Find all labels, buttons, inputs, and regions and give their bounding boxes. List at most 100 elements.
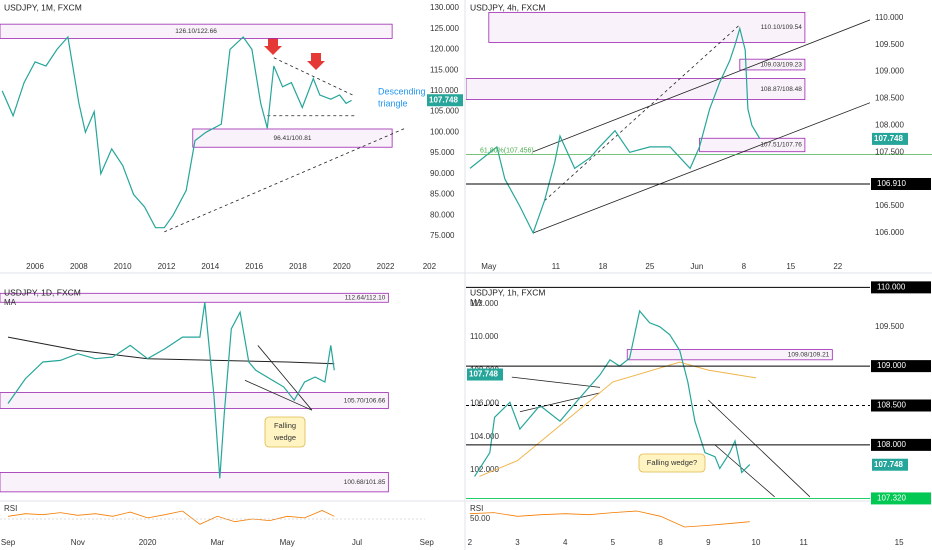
x-tick-label: 11 [552,262,561,271]
x-tick-label: Jun [690,262,703,271]
trend-line [273,57,353,96]
zone-label: 96.41/100.81 [273,135,311,142]
level-label: 108.000 [877,440,906,449]
price-line [469,26,761,235]
x-tick-label: 8 [658,538,663,547]
level-label: 106.910 [877,179,906,188]
y-tick-label: 109.500 [875,40,904,49]
price-line [479,361,757,477]
last-price-box [427,94,463,107]
annotation: Falling [274,421,296,430]
trend-line [544,24,741,201]
fib-label: 61.80%(107.456) [480,147,534,154]
zone-label: 112.64/112.10 [345,295,386,302]
arrow [264,38,282,55]
y-tick-label: 95.000 [430,148,455,157]
zone-label: 108.87/108.48 [760,86,802,93]
x-tick-label: 11 [800,538,809,547]
x-tick-label: 9 [706,538,711,547]
zone-label: 105.70/106.66 [344,397,386,404]
y-tick-label: 102.000 [470,465,499,474]
trend-line [244,379,313,411]
annotation: triangle [378,98,408,108]
x-tick-label: 2020 [333,262,351,271]
price-line [1,35,352,229]
zone [0,292,389,303]
y-tick-label: 109.000 [875,67,904,76]
zone [0,392,389,409]
trend-line [708,399,811,498]
x-tick-label: 18 [598,262,607,271]
plot-area [466,11,870,235]
x-tick-label: 8 [742,262,747,271]
rsi-tick-label: 50.00 [470,514,491,523]
x-tick-label: 15 [786,262,795,271]
trend-line [511,376,601,388]
x-tick-label: Jul [352,538,362,547]
trend-line [532,102,870,234]
arrow [307,53,325,70]
last-price: 107.748 [429,95,458,104]
ma-label: MA [4,298,17,307]
annotation: wedge [273,433,296,442]
x-tick-label: 2008 [70,262,88,271]
trend-line [257,345,313,411]
zone [192,128,393,148]
level-label: 108.500 [877,401,906,410]
y-tick-label: 108.000 [875,120,904,129]
x-tick-label: 3 [515,538,520,547]
y-tick-label: 115.000 [430,65,459,74]
x-tick-label: 4 [563,538,568,547]
panel: USDJPY, 1M, FXCM 126.10/122.66 96.41/100.8… [0,2,463,271]
level-label-box [871,438,931,451]
panel: USDJPY, 4h, FXCM 110.10/109.54 109.03/109.… [466,2,932,271]
trend-line [164,127,406,233]
x-tick-label: 2 [468,538,473,547]
y-tick-label: 80.000 [430,210,455,219]
last-price-box [872,458,908,471]
x-tick-label: 2006 [26,262,44,271]
y-tick-label: 125.000 [430,24,459,33]
panel-title: USDJPY, 1M, FXCM [4,2,82,12]
y-tick-label: 106.000 [470,399,499,408]
y-tick-label: 108.500 [875,94,904,103]
plot-area [0,292,389,493]
level-label-box [871,360,931,373]
x-tick-label: 25 [645,262,654,271]
zone-label: 109.08/109.21 [788,351,830,358]
y-tick-label: 85.000 [430,190,455,199]
x-tick-label: 2022 [377,262,395,271]
x-tick-label: 22 [833,262,842,271]
last-price: 107.748 [469,370,498,379]
last-price: 107.748 [874,134,903,143]
panel: USDJPY, 1D, FXCM 112.64/112.10 105.70/106.… [0,287,503,547]
x-tick-label: 15 [895,538,904,547]
x-tick-label: Sep [1,538,16,547]
panel: USDJPY, 1h, FXCM 109.08/109.21 110.000 109.… [466,281,931,547]
y-tick-label: 130.000 [430,3,459,12]
x-tick-label: 10 [752,538,761,547]
level-label-box [871,399,931,412]
x-tick-label: 202 [423,262,437,271]
level-label-box [871,177,931,190]
rsi-label: RSI [470,504,483,513]
zone [626,349,833,361]
x-tick-label: 2010 [114,262,132,271]
x-tick-label: Sep [420,538,435,547]
x-tick-label: 2014 [201,262,219,271]
zone [466,78,806,100]
zone [488,11,806,43]
last-price-box [872,132,908,145]
ma-label: MA [470,298,483,307]
zone [739,58,806,71]
x-tick-label: 2012 [158,262,176,271]
plot-area [0,23,406,233]
trend-line [532,19,870,153]
x-tick-label: May [280,538,295,547]
x-tick-label: Mar [210,538,224,547]
level-label: 109.000 [877,361,906,370]
annotation-bubble [638,453,706,473]
x-tick-label: 2018 [289,262,307,271]
